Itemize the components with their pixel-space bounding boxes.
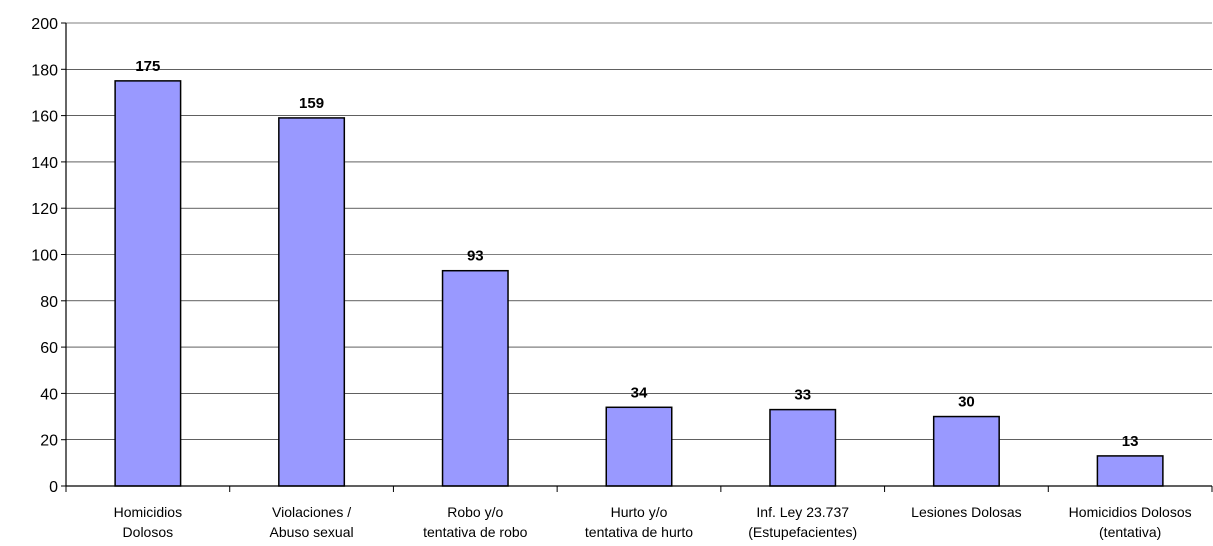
x-tick-label-line: (Estupefacientes)	[748, 524, 857, 540]
y-tick-label: 60	[40, 340, 58, 357]
bar	[441, 269, 509, 487]
x-tick-label-line: Inf. Ley 23.737	[756, 504, 849, 520]
x-tick-label-line: Robo y/o	[447, 504, 503, 520]
bar	[769, 408, 837, 487]
x-tick-label: Inf. Ley 23.737 (Estupefacientes)	[748, 504, 857, 540]
gridlines	[66, 22, 1212, 441]
x-tick-label: Hurto y/o tentativa de hurto	[585, 504, 693, 540]
y-tick-label: 160	[31, 109, 58, 126]
x-tick-label-line: Homicidios	[114, 504, 182, 520]
bar	[278, 117, 346, 487]
x-tick-label: Lesiones Dolosas	[911, 504, 1022, 520]
data-label: 175	[135, 58, 160, 75]
labels: 0 20 40 60 80 100 120 140 160 180 200 175 Homicidios…	[31, 16, 1191, 540]
x-tick-label-line: Abuso sexual	[270, 524, 354, 540]
x-tick-label-line: (tentativa)	[1099, 524, 1161, 540]
x-tick-label-line: Hurto y/o	[611, 504, 668, 520]
y-tick-label: 140	[31, 155, 58, 172]
x-tick-label: Homicidios Dolosos (tentativa)	[1069, 504, 1192, 540]
y-tick-label: 180	[31, 62, 58, 79]
axes	[61, 22, 1213, 492]
bars	[114, 80, 1164, 487]
y-tick-label: 100	[31, 248, 58, 265]
data-label: 30	[958, 394, 975, 411]
x-tick-label-line: Dolosos	[123, 524, 174, 540]
data-label: 93	[467, 248, 484, 265]
y-tick-label: 0	[49, 479, 58, 496]
bar	[932, 415, 1000, 487]
x-tick-label: Homicidios Dolosos	[114, 504, 182, 540]
x-tick-label-line: Homicidios Dolosos	[1069, 504, 1192, 520]
x-tick-label: Violaciones / Abuso sexual	[270, 504, 354, 540]
data-label: 33	[794, 387, 811, 404]
y-tick-label: 40	[40, 386, 58, 403]
bar	[114, 80, 182, 487]
data-label: 13	[1122, 433, 1139, 450]
x-tick-label-line: tentativa de hurto	[585, 524, 693, 540]
data-label: 159	[299, 95, 324, 112]
y-tick-label: 80	[40, 294, 58, 311]
y-tick-label: 120	[31, 201, 58, 218]
x-tick-label-line: tentativa de robo	[423, 524, 528, 540]
x-tick-label-line: Violaciones /	[272, 504, 351, 520]
y-tick-label: 20	[40, 433, 58, 450]
y-tick-label: 200	[31, 16, 58, 33]
bar	[605, 406, 673, 487]
bar	[1096, 455, 1164, 487]
x-tick-label-line: Lesiones Dolosas	[911, 504, 1022, 520]
x-tick-label: Robo y/o tentativa de robo	[423, 504, 528, 540]
data-label: 34	[631, 384, 648, 401]
